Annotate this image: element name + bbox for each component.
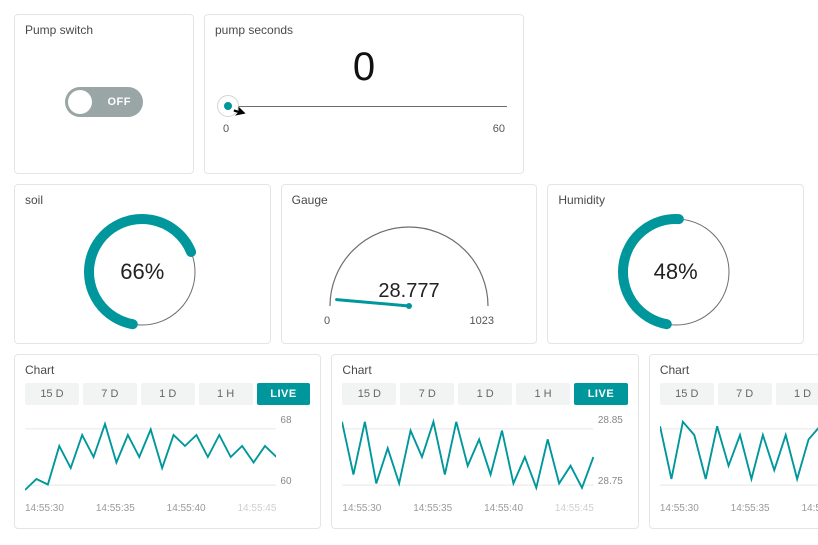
humidity-value: 48% [654,259,698,285]
range-btn-15 D[interactable]: 15 D [660,383,714,405]
pump-switch-toggle[interactable]: OFF [65,87,143,117]
chart-xtick: 14:55:35 [731,503,770,514]
chart-xtick: 14:55:45 [237,503,276,514]
range-btn-15 D[interactable]: 15 D [342,383,396,405]
pump-switch-title: Pump switch [25,23,183,37]
chart-ymax-0: 68 [280,415,310,426]
humidity-donut: 48% [558,211,793,333]
range-btn-15 D[interactable]: 15 D [25,383,79,405]
range-btn-1 D[interactable]: 1 D [458,383,512,405]
chart-xtick: 14:55:30 [25,503,64,514]
chart-xtick: 14:55:45 [555,503,594,514]
pump-seconds-value: 0 [215,45,513,90]
chart-ymax-1: 28.85 [598,415,628,426]
chart-ymin-0: 60 [280,476,310,487]
chart-title-1: Chart [342,363,627,377]
chart-title-2: Chart [660,363,818,377]
chart-title-0: Chart [25,363,310,377]
humidity-title: Humidity [558,193,793,207]
gauge-value: 28.777 [378,280,439,303]
toggle-knob [68,90,92,114]
chart-xtick: 14:55:30 [660,503,699,514]
range-btn-7 D[interactable]: 7 D [400,383,454,405]
chart-xtick: 14:55:35 [413,503,452,514]
range-btn-1 D[interactable]: 1 D [776,383,818,405]
soil-donut: 66% [25,211,260,333]
soil-value: 66% [120,259,164,285]
slider-thumb[interactable] [217,95,239,117]
soil-title: soil [25,193,260,207]
chart-xtick: 14:55:35 [96,503,135,514]
range-btn-1 D[interactable]: 1 D [141,383,195,405]
range-btn-7 D[interactable]: 7 D [718,383,772,405]
slider-min-label: 0 [223,123,229,135]
chart-ymin-1: 28.75 [598,476,628,487]
gauge-title: Gauge [292,193,527,207]
gauge-min: 0 [324,315,330,327]
range-btn-7 D[interactable]: 7 D [83,383,137,405]
range-btn-live[interactable]: LIVE [574,383,628,405]
chart-xtick: 14:55:30 [342,503,381,514]
gauge-max: 1023 [470,315,494,327]
range-btn-1 H[interactable]: 1 H [199,383,253,405]
chart-xtick: 14:55:40 [802,503,818,514]
pump-seconds-slider[interactable]: 0 60 [215,96,513,153]
chart-xtick: 14:55:40 [167,503,206,514]
range-btn-live[interactable]: LIVE [257,383,311,405]
chart-xtick: 14:55:40 [484,503,523,514]
pump-seconds-title: pump seconds [215,23,513,37]
toggle-state-label: OFF [108,96,132,108]
range-btn-1 H[interactable]: 1 H [516,383,570,405]
slider-max-label: 60 [493,123,505,135]
